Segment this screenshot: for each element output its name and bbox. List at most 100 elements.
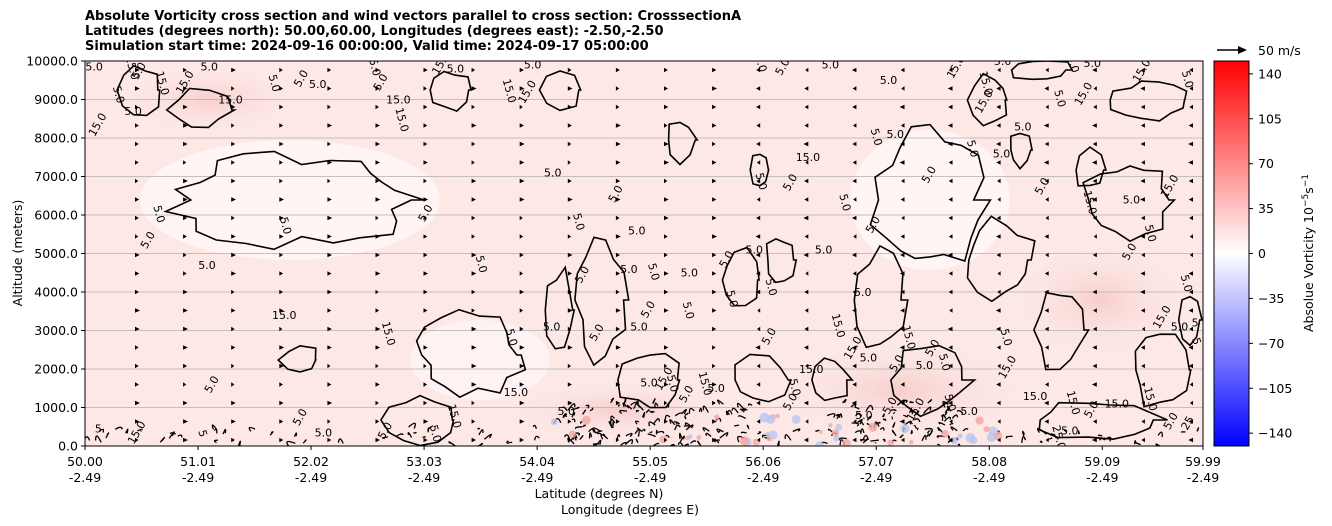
wind-vector	[423, 215, 428, 221]
wind-vector	[375, 419, 380, 424]
surface-contour	[792, 428, 801, 433]
wind-vector	[712, 252, 717, 258]
surface-vorticity-cell	[900, 424, 910, 434]
wind-vector	[664, 197, 669, 202]
wind-vector	[853, 123, 857, 128]
wind-vector	[948, 289, 953, 295]
wind-vector	[615, 215, 620, 221]
wind-vector	[471, 326, 477, 332]
wind-vector	[519, 141, 525, 147]
wind-vector	[135, 197, 140, 202]
wind-vector	[1092, 160, 1097, 165]
wind-vector	[519, 400, 525, 406]
surface-contour	[725, 410, 730, 416]
wind-vector	[471, 252, 477, 258]
contour-label: 5.0	[941, 393, 958, 413]
wind-vector	[996, 252, 1001, 258]
surface-contour	[407, 431, 413, 438]
wind-vector	[756, 215, 761, 221]
x-tick-label-latitude: 51.01	[180, 454, 216, 469]
wind-vector	[900, 363, 905, 369]
wind-vector	[279, 86, 284, 91]
wind-vector	[755, 345, 761, 350]
wind-vector	[279, 382, 283, 387]
surface-contour	[866, 415, 872, 421]
x-tick-label-longitude: -2.49	[973, 470, 1005, 485]
wind-vector	[279, 178, 283, 184]
wind-vector	[900, 67, 905, 73]
wind-vector	[712, 123, 717, 128]
x-tick-label-longitude: -2.49	[182, 470, 214, 485]
wind-vector	[423, 289, 428, 295]
wind-vector	[471, 86, 477, 91]
wind-vector	[615, 308, 621, 313]
surface-contour	[1037, 427, 1047, 435]
surface-vorticity-cell	[957, 433, 963, 439]
surface-contour	[899, 434, 904, 439]
surface-vorticity-cell	[550, 418, 558, 426]
surface-contour	[562, 414, 568, 419]
contour-label: 15.0	[796, 151, 821, 164]
colorbar-tick-label: −70	[1258, 336, 1284, 351]
wind-vector	[471, 363, 477, 369]
surface-contour	[654, 402, 659, 408]
contour-label: 5.0	[645, 262, 662, 282]
wind-vector	[712, 141, 716, 147]
contour-label: 15.0	[218, 93, 243, 106]
contour-label: 15.0	[78, 61, 103, 74]
wind-vector	[712, 419, 717, 424]
wind-vector	[1045, 215, 1049, 221]
wind-vector	[1188, 345, 1193, 350]
surface-contour	[891, 429, 897, 437]
contour-label: 5.0	[960, 405, 978, 418]
wind-vector	[712, 178, 717, 184]
wind-vector	[183, 252, 187, 258]
wind-vector	[1141, 345, 1145, 350]
wind-vector	[183, 326, 188, 332]
x-tick-label-longitude: -2.49	[1187, 470, 1219, 485]
wind-vector	[279, 419, 284, 424]
wind-vector	[1189, 215, 1193, 221]
surface-contour	[169, 432, 177, 435]
wind-vector	[1093, 271, 1097, 276]
wind-vector	[135, 234, 139, 239]
surface-contour	[726, 409, 733, 415]
wind-vector	[997, 419, 1001, 424]
wind-vector	[1044, 86, 1049, 91]
wind-vector	[375, 197, 381, 202]
surface-contour	[125, 428, 129, 434]
wind-vector	[279, 197, 284, 202]
wind-vector	[375, 160, 380, 165]
wind-vector	[901, 289, 905, 295]
wind-vector	[948, 215, 953, 221]
contour-label: 5.0	[855, 409, 873, 422]
contour-line	[163, 150, 425, 251]
surface-contour	[635, 438, 639, 444]
wind-vector	[567, 419, 572, 424]
surface-contour	[448, 441, 456, 446]
contour-line	[379, 394, 455, 446]
surface-contour	[159, 436, 166, 443]
surface-contour	[177, 434, 183, 438]
wind-vector	[1140, 271, 1145, 276]
wind-vector	[375, 437, 380, 443]
contour-line	[1010, 61, 1074, 81]
wind-vector	[423, 104, 428, 110]
wind-vector	[804, 308, 809, 313]
wind-vector	[948, 178, 953, 184]
surface-contour	[916, 427, 919, 431]
wind-vector	[615, 345, 621, 350]
wind-vector	[948, 271, 953, 276]
contour-label: 5.0	[110, 85, 127, 105]
surface-contour	[85, 436, 91, 441]
wind-vector	[615, 419, 620, 424]
wind-vector	[279, 141, 284, 147]
wind-vector	[756, 271, 761, 276]
surface-contour	[882, 413, 885, 418]
wind-vector	[135, 271, 140, 276]
wind-vector	[997, 178, 1001, 184]
wind-vector	[996, 400, 1001, 406]
surface-vorticity-cell	[887, 439, 894, 446]
wind-vector	[423, 234, 428, 239]
wind-vector	[231, 363, 235, 369]
